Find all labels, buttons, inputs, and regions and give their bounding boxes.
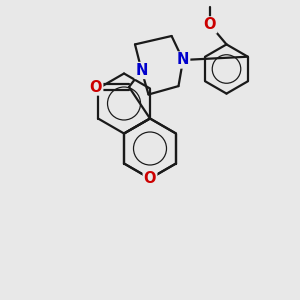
Text: O: O xyxy=(90,80,102,94)
Text: N: N xyxy=(135,63,148,78)
Text: N: N xyxy=(177,52,189,68)
Text: O: O xyxy=(204,17,216,32)
Text: O: O xyxy=(144,171,156,186)
